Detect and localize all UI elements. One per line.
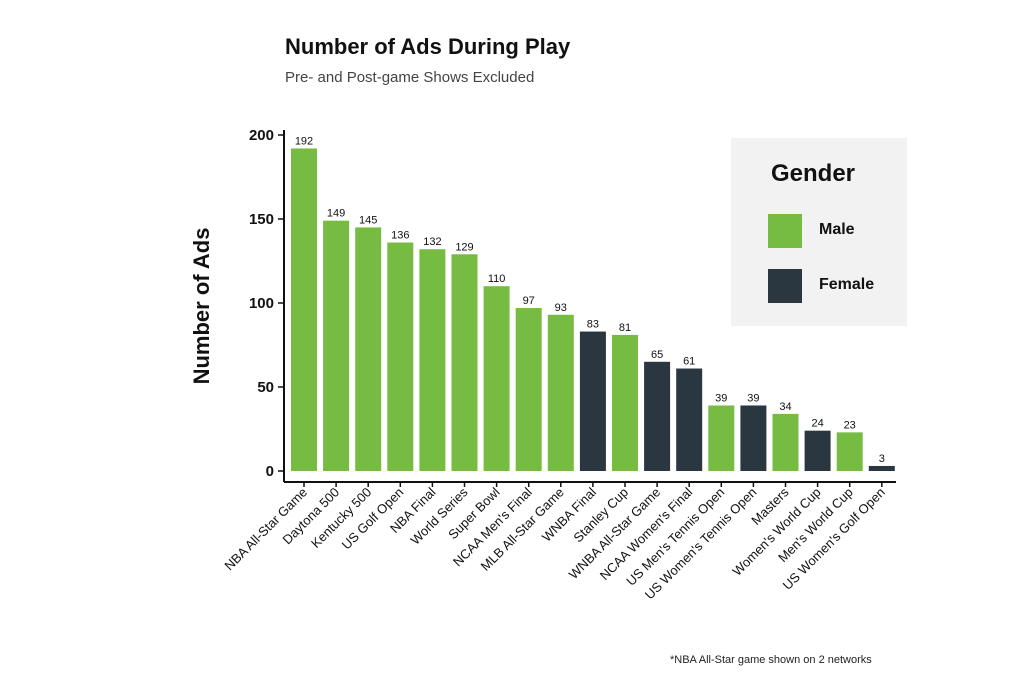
bar	[868, 465, 895, 471]
bar-value-label: 97	[523, 295, 535, 307]
bar	[804, 430, 831, 471]
bar	[579, 331, 606, 471]
bar-value-label: 93	[555, 302, 567, 314]
legend-title: Gender	[771, 160, 856, 187]
bar	[547, 314, 574, 471]
bar	[612, 334, 638, 471]
y-axis-title: Number of Ads	[189, 228, 214, 385]
bar	[515, 308, 542, 471]
bar	[740, 405, 767, 471]
legend-item-male: Male	[768, 214, 908, 248]
legend: Gender Male Female	[731, 138, 907, 326]
bar-value-label: 81	[619, 322, 631, 334]
bar-value-label: 83	[587, 319, 599, 331]
chart-title: Number of Ads During Play	[285, 34, 571, 59]
bar-value-label: 3	[879, 453, 885, 465]
legend-item-female: Female	[768, 269, 908, 303]
bar-value-label: 65	[651, 349, 663, 361]
bar-value-label: 39	[747, 392, 759, 404]
legend-swatch-male	[768, 214, 802, 248]
legend-label-male: Male	[819, 221, 855, 238]
y-tick-label: 50	[257, 379, 274, 396]
bar-value-label: 34	[779, 401, 791, 413]
bar-value-label: 24	[811, 418, 823, 430]
bar-value-label: 149	[327, 208, 345, 220]
bar	[387, 242, 414, 471]
legend-swatch-female	[768, 269, 802, 303]
bar-value-label: 129	[455, 241, 473, 253]
bar-value-label: 23	[844, 419, 856, 431]
bar-value-label: 110	[488, 273, 506, 285]
chart-subtitle: Pre- and Post-game Shows Excluded	[285, 69, 535, 86]
bar	[644, 361, 671, 471]
bar	[451, 254, 478, 471]
bar	[676, 368, 703, 471]
bar	[355, 227, 382, 471]
bar	[772, 413, 799, 471]
bar-value-label: 145	[359, 214, 377, 226]
bar	[483, 286, 510, 471]
bar	[291, 148, 317, 471]
bar	[323, 220, 350, 471]
bar-value-label: 136	[391, 230, 409, 242]
y-tick-label: 200	[249, 127, 274, 144]
bar-value-label: 132	[423, 236, 441, 248]
bar	[708, 405, 735, 471]
y-tick-label: 150	[249, 211, 274, 228]
y-tick-label: 0	[266, 463, 274, 480]
bar-value-label: 61	[683, 356, 695, 368]
bar-value-label: 39	[715, 392, 727, 404]
bar	[836, 432, 863, 471]
bar	[419, 249, 446, 471]
y-tick-label: 100	[249, 295, 274, 312]
bar-value-label: 192	[295, 135, 313, 147]
legend-label-female: Female	[819, 276, 875, 293]
footnote: *NBA All-Star game shown on 2 networks	[670, 654, 872, 666]
